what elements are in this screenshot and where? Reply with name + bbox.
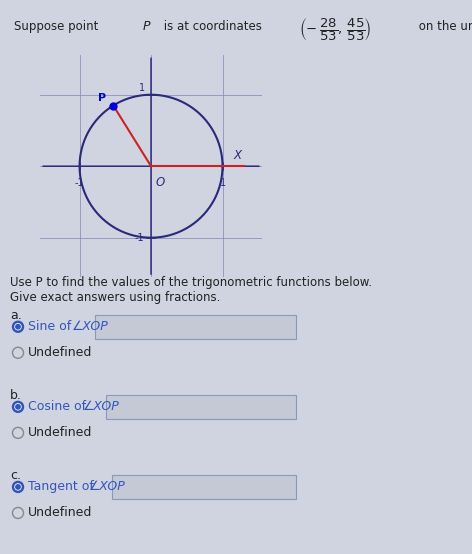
Text: Suppose point: Suppose point [14, 20, 102, 33]
Text: -1: -1 [75, 178, 84, 188]
Circle shape [12, 481, 24, 493]
Text: Undefined: Undefined [28, 427, 93, 439]
Circle shape [16, 325, 20, 329]
Text: 1: 1 [219, 178, 226, 188]
Text: $P$: $P$ [142, 20, 151, 33]
Text: Sine of: Sine of [28, 320, 75, 334]
Text: O: O [155, 176, 165, 189]
Text: Use P to find the values of the trigonometric functions below.: Use P to find the values of the trigonom… [10, 276, 372, 289]
Text: on the unit circle.: on the unit circle. [415, 20, 472, 33]
Text: a.: a. [10, 309, 22, 322]
Text: Undefined: Undefined [28, 346, 93, 360]
FancyBboxPatch shape [111, 475, 296, 499]
Text: Undefined: Undefined [28, 506, 93, 520]
Circle shape [15, 404, 21, 410]
Text: b.: b. [10, 389, 22, 402]
Text: ∠XOP: ∠XOP [89, 480, 125, 494]
Circle shape [15, 324, 21, 330]
Circle shape [16, 485, 20, 489]
Text: c.: c. [10, 469, 21, 482]
Circle shape [12, 401, 24, 412]
FancyBboxPatch shape [95, 315, 296, 338]
Text: Cosine of: Cosine of [28, 401, 90, 413]
Circle shape [12, 321, 24, 332]
Circle shape [15, 484, 21, 490]
Text: ∠XOP: ∠XOP [72, 320, 109, 334]
Text: -1: -1 [134, 233, 143, 243]
Text: $\!\left(\!-\dfrac{28}{53},\,\dfrac{45}{53}\!\right)$: $\!\left(\!-\dfrac{28}{53},\,\dfrac{45}{… [300, 16, 371, 43]
Text: Tangent of: Tangent of [28, 480, 98, 494]
Circle shape [16, 404, 20, 409]
Text: P: P [98, 93, 106, 103]
Text: is at coordinates: is at coordinates [160, 20, 266, 33]
Text: Give exact answers using fractions.: Give exact answers using fractions. [10, 291, 220, 304]
Text: ∠XOP: ∠XOP [83, 401, 120, 413]
Text: X: X [233, 149, 241, 162]
FancyBboxPatch shape [106, 395, 296, 419]
Text: 1: 1 [139, 83, 145, 93]
